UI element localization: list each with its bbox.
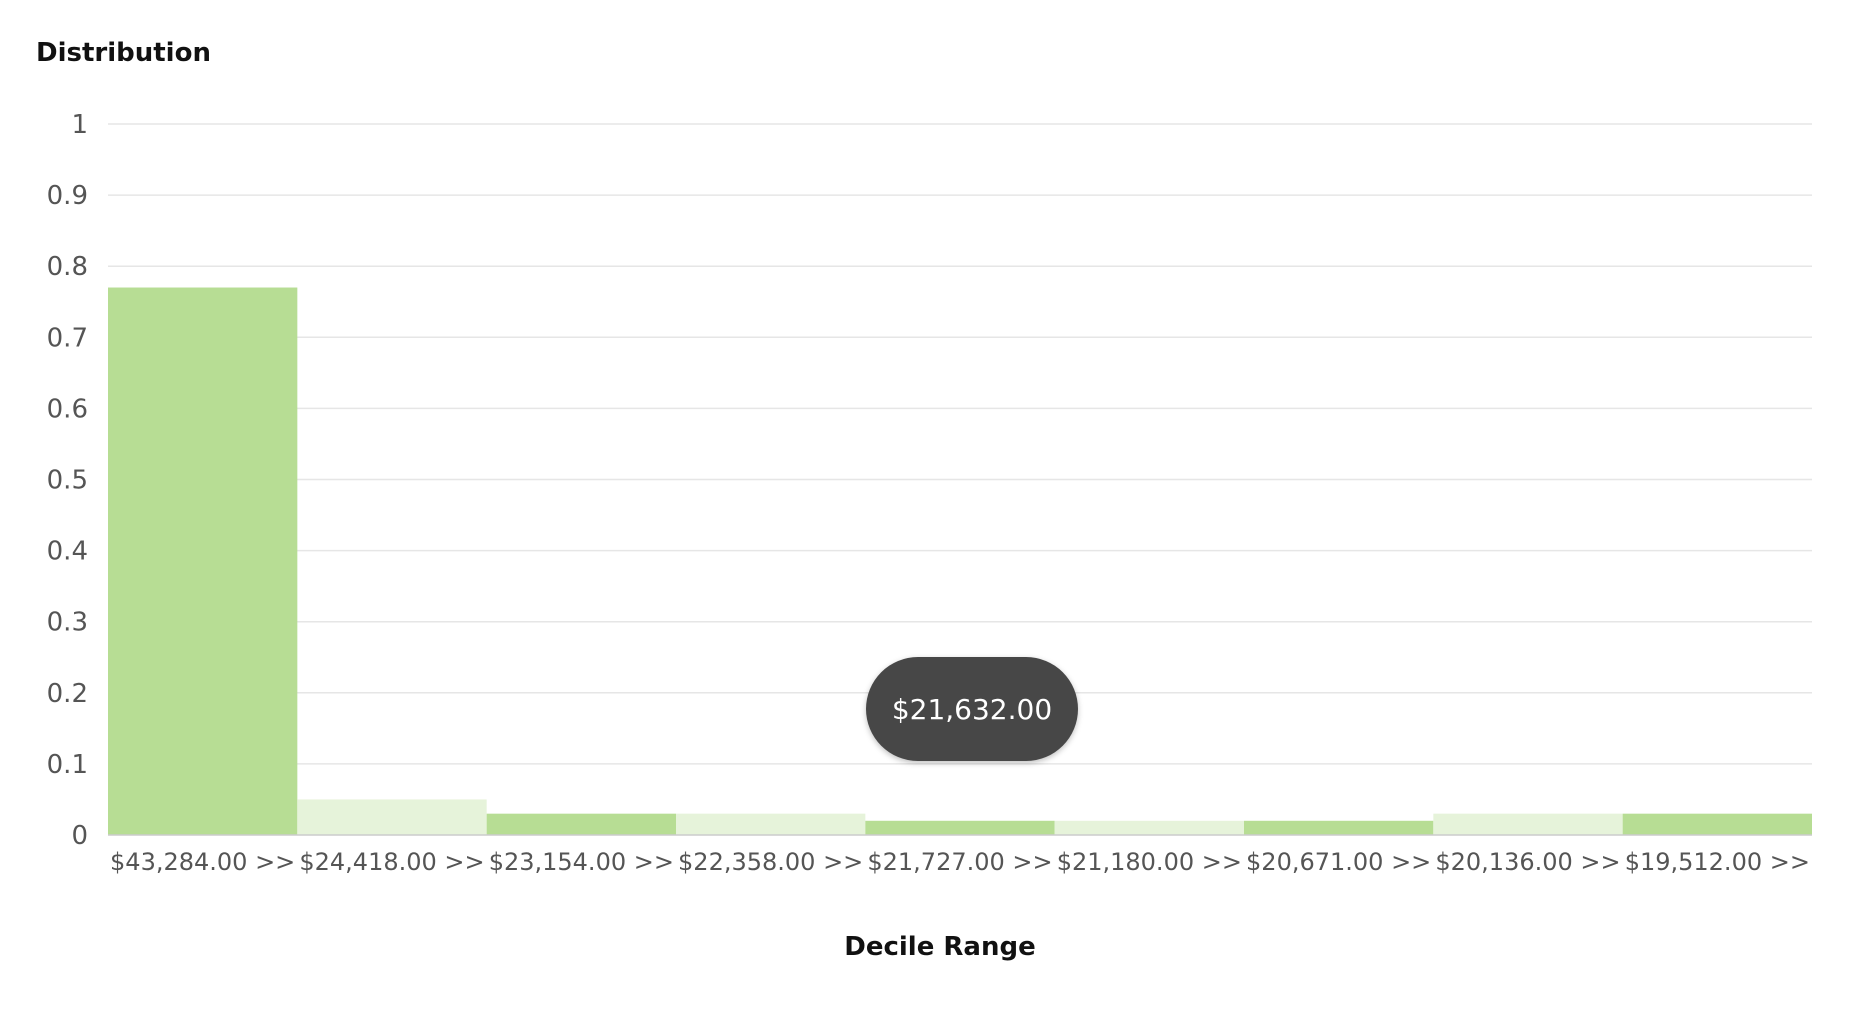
bar[interactable]: [1622, 813, 1812, 835]
y-tick-label: 0.1: [47, 750, 88, 780]
y-tick-label: 0: [71, 821, 88, 851]
x-tick-label: $20,136.00 >>: [1435, 848, 1620, 876]
bar[interactable]: [108, 287, 298, 835]
x-axis-title: Decile Range: [844, 932, 1035, 962]
y-tick-label: 0.2: [47, 679, 88, 709]
x-tick-label: $24,418.00 >>: [299, 848, 484, 876]
bar-tooltip: $21,632.00: [866, 657, 1078, 761]
x-axis-ticks: $43,284.00 >> $24,418.00 >> $23,154.00 >> $…: [110, 848, 1810, 876]
x-tick-label: $20,671.00 >>: [1246, 848, 1431, 876]
x-tick-label: $21,180.00 >>: [1057, 848, 1242, 876]
x-tick-label: $22,358.00 >>: [678, 848, 863, 876]
y-tick-label: 0.5: [47, 466, 88, 496]
chart-title: Distribution: [36, 38, 211, 68]
x-tick-label: $23,154.00 >>: [489, 848, 674, 876]
bar[interactable]: [1244, 820, 1434, 835]
y-tick-label: 1: [71, 110, 88, 140]
x-tick-label: $19,512.00 >>: [1625, 848, 1810, 876]
y-tick-label: 0.9: [47, 181, 88, 211]
bar[interactable]: [297, 799, 487, 835]
x-tick-label: $21,727.00 >>: [867, 848, 1052, 876]
bar[interactable]: [865, 820, 1055, 835]
bars: [108, 287, 1812, 835]
y-tick-label: 0.6: [47, 394, 88, 424]
x-tick-label: $43,284.00 >>: [110, 848, 295, 876]
y-tick-label: 0.4: [47, 537, 88, 567]
y-tick-label: 0.3: [47, 608, 88, 638]
bar[interactable]: [676, 813, 866, 835]
bar[interactable]: [1433, 813, 1623, 835]
y-axis-ticks: 0 0.1 0.2 0.3 0.4 0.5 0.6 0.7 0.8 0.9 1: [47, 110, 88, 851]
y-tick-label: 0.7: [47, 323, 88, 353]
y-tick-label: 0.8: [47, 252, 88, 282]
bar[interactable]: [1054, 820, 1244, 835]
bar[interactable]: [486, 813, 676, 835]
